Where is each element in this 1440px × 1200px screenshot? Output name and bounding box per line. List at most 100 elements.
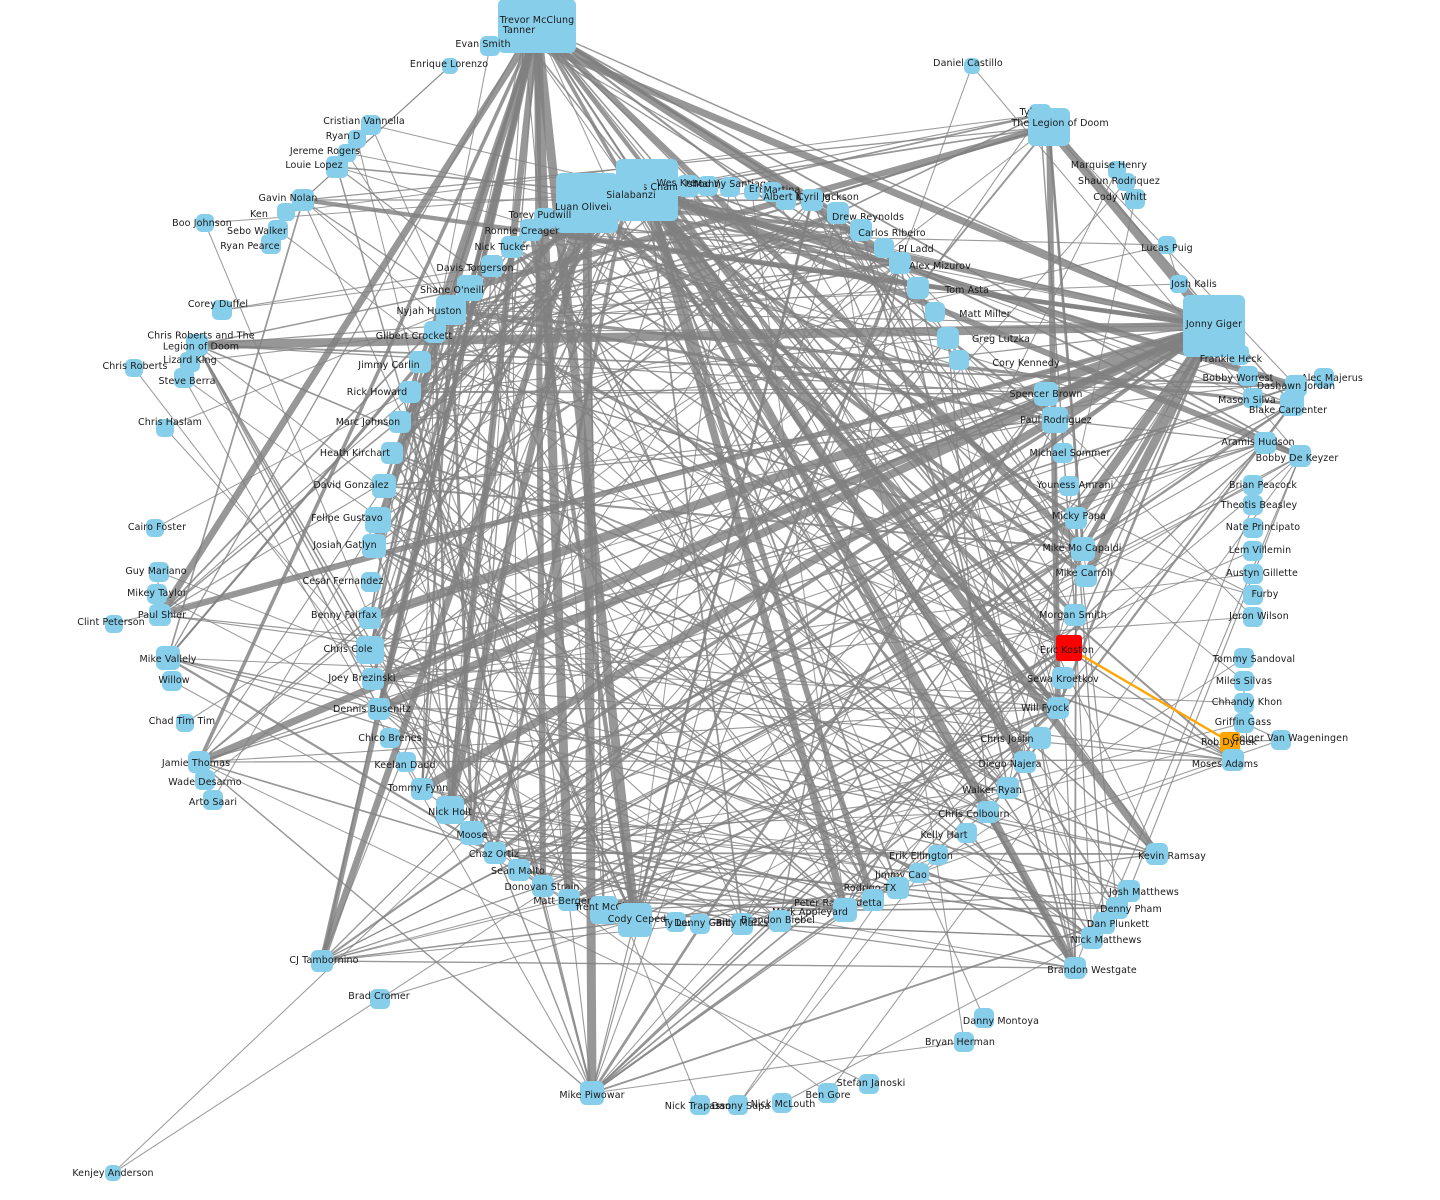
graph-node[interactable] bbox=[1146, 843, 1168, 865]
graph-node[interactable] bbox=[1285, 375, 1307, 397]
graph-node[interactable] bbox=[146, 519, 164, 537]
graph-node[interactable] bbox=[520, 219, 542, 241]
graph-node[interactable] bbox=[380, 728, 400, 748]
graph-node[interactable] bbox=[1028, 108, 1070, 146]
graph-node[interactable] bbox=[1053, 443, 1073, 463]
graph-node[interactable] bbox=[977, 801, 999, 823]
graph-node[interactable] bbox=[372, 474, 396, 498]
graph-node[interactable] bbox=[261, 234, 281, 254]
graph-node[interactable] bbox=[532, 875, 554, 897]
graph-node[interactable] bbox=[1117, 173, 1135, 191]
graph-node[interactable] bbox=[937, 327, 959, 349]
graph-node[interactable] bbox=[481, 255, 503, 277]
graph-node[interactable] bbox=[1064, 957, 1086, 979]
graph-node[interactable] bbox=[1052, 667, 1074, 689]
graph-node[interactable] bbox=[558, 889, 580, 911]
graph-node[interactable] bbox=[957, 823, 977, 843]
graph-node[interactable] bbox=[212, 300, 232, 320]
graph-node[interactable] bbox=[590, 896, 618, 924]
graph-node[interactable] bbox=[1059, 476, 1079, 496]
graph-node[interactable] bbox=[149, 604, 171, 626]
graph-node[interactable] bbox=[889, 252, 911, 274]
graph-node[interactable] bbox=[818, 1083, 838, 1103]
graph-node[interactable] bbox=[666, 912, 686, 932]
graph-node[interactable] bbox=[359, 607, 381, 629]
graph-node[interactable] bbox=[1034, 382, 1058, 406]
graph-node[interactable] bbox=[909, 863, 929, 883]
graph-node[interactable] bbox=[580, 1081, 604, 1105]
graph-node[interactable] bbox=[162, 671, 182, 691]
graph-node[interactable] bbox=[928, 845, 948, 865]
graph-node[interactable] bbox=[1243, 564, 1263, 584]
graph-node[interactable] bbox=[156, 419, 174, 437]
graph-node[interactable] bbox=[484, 842, 506, 864]
graph-node[interactable] bbox=[677, 175, 699, 197]
graph-node[interactable] bbox=[690, 914, 710, 934]
graph-node[interactable] bbox=[436, 295, 466, 325]
graph-node[interactable] bbox=[769, 910, 791, 932]
graph-node[interactable] bbox=[874, 238, 894, 258]
graph-node[interactable] bbox=[174, 368, 194, 388]
graph-node[interactable] bbox=[105, 1165, 121, 1181]
graph-node[interactable] bbox=[1047, 697, 1069, 719]
graph-node[interactable] bbox=[1243, 495, 1263, 515]
graph-node[interactable] bbox=[149, 562, 169, 582]
graph-node[interactable] bbox=[974, 1008, 994, 1028]
graph-node[interactable] bbox=[690, 1095, 710, 1115]
graph-node[interactable] bbox=[907, 277, 929, 299]
graph-node[interactable] bbox=[361, 572, 381, 592]
graph-node[interactable] bbox=[1243, 388, 1263, 408]
graph-node[interactable] bbox=[203, 790, 223, 810]
graph-node[interactable] bbox=[964, 58, 980, 74]
graph-node[interactable] bbox=[1222, 749, 1244, 771]
graph-node[interactable] bbox=[827, 202, 849, 224]
graph-node[interactable] bbox=[1042, 407, 1068, 433]
graph-node[interactable] bbox=[513, 27, 535, 49]
graph-node[interactable] bbox=[370, 989, 390, 1009]
graph-node[interactable] bbox=[1243, 607, 1263, 627]
graph-node[interactable] bbox=[292, 189, 314, 211]
graph-node[interactable] bbox=[850, 219, 872, 241]
graph-node[interactable] bbox=[196, 214, 214, 232]
graph-node[interactable] bbox=[498, 0, 576, 53]
graph-node[interactable] bbox=[361, 115, 381, 135]
graph-node[interactable] bbox=[744, 184, 760, 200]
graph-node[interactable] bbox=[801, 189, 823, 211]
graph-node[interactable] bbox=[436, 796, 464, 824]
graph-node[interactable] bbox=[277, 203, 295, 221]
graph-node[interactable] bbox=[954, 1032, 974, 1052]
graph-node[interactable] bbox=[362, 668, 384, 690]
graph-node[interactable] bbox=[362, 534, 386, 558]
graph-node[interactable] bbox=[1254, 432, 1276, 454]
graph-node[interactable] bbox=[618, 903, 652, 937]
graph-node[interactable] bbox=[356, 636, 384, 664]
graph-node[interactable] bbox=[862, 889, 884, 911]
graph-node[interactable] bbox=[424, 321, 446, 343]
graph-node[interactable] bbox=[396, 752, 416, 772]
graph-node[interactable] bbox=[997, 777, 1019, 799]
graph-node[interactable] bbox=[1056, 635, 1082, 661]
graph-node[interactable] bbox=[698, 176, 718, 196]
graph-node[interactable] bbox=[186, 334, 208, 356]
graph-node[interactable] bbox=[925, 302, 945, 322]
graph-node[interactable] bbox=[1158, 236, 1176, 254]
graph-node[interactable] bbox=[1170, 275, 1188, 293]
graph-node[interactable] bbox=[1243, 475, 1263, 495]
graph-node[interactable] bbox=[1118, 880, 1140, 902]
graph-node[interactable] bbox=[1029, 727, 1051, 749]
graph-node[interactable] bbox=[772, 1093, 792, 1113]
graph-node[interactable] bbox=[1125, 189, 1145, 209]
graph-node[interactable] bbox=[125, 359, 143, 377]
graph-node[interactable] bbox=[1234, 648, 1254, 668]
graph-node[interactable] bbox=[480, 36, 500, 56]
graph-node[interactable] bbox=[442, 58, 458, 74]
graph-node[interactable] bbox=[1064, 604, 1086, 626]
graph-node[interactable] bbox=[1220, 732, 1240, 752]
graph-node[interactable] bbox=[180, 352, 200, 372]
graph-node[interactable] bbox=[156, 646, 180, 670]
graph-node[interactable] bbox=[188, 751, 210, 773]
graph-node[interactable] bbox=[720, 177, 740, 197]
graph-node[interactable] bbox=[1014, 751, 1036, 773]
graph-node[interactable] bbox=[1243, 585, 1263, 605]
graph-node[interactable] bbox=[326, 156, 348, 178]
